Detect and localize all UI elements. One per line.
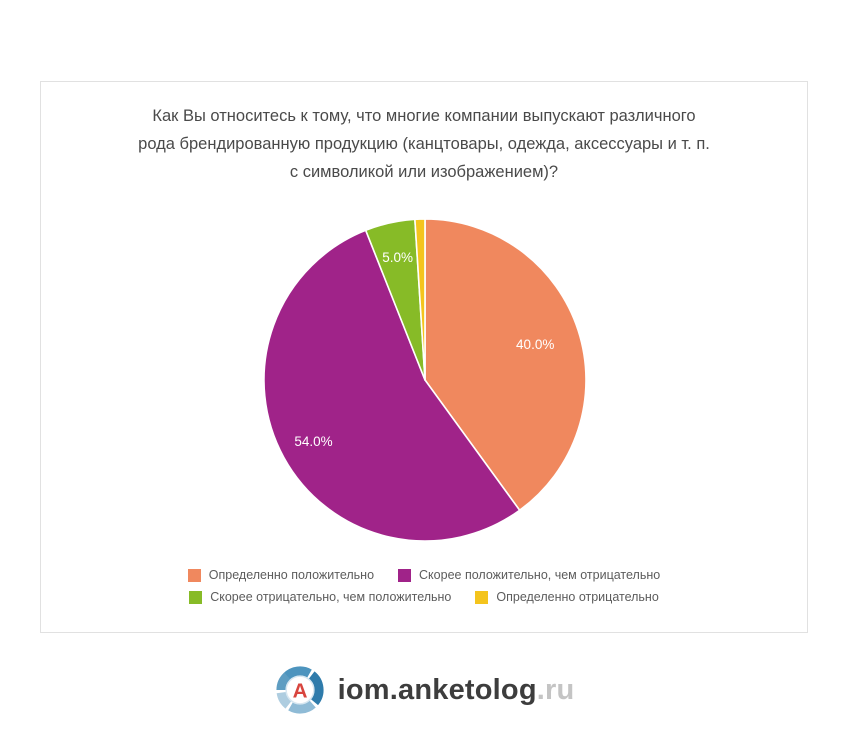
- chart-title: Как Вы относитесь к тому, что многие ком…: [69, 102, 779, 186]
- pie-slice-3: [414, 218, 426, 381]
- pie-slice-1: [263, 229, 521, 542]
- legend-item-1: Скорее положительно, чем отрицательно: [398, 568, 660, 582]
- pie-slice-0: [424, 218, 587, 512]
- chart-title-line: с символикой или изображением)?: [289, 163, 559, 181]
- brand-footer: A iom.anketolog.ru: [0, 664, 848, 716]
- anketolog-logo-link[interactable]: A iom.anketolog.ru: [274, 664, 575, 716]
- legend-color-swatch: [189, 590, 203, 604]
- chart-card: Как Вы относитесь к тому, что многие ком…: [40, 81, 808, 633]
- logo-text-main: iom.anketolog: [337, 673, 537, 706]
- chart-title-line: рода брендированную продукцию (канцтовар…: [138, 135, 710, 153]
- legend-label: Определенно отрицательно: [496, 590, 659, 604]
- pie-slice-label-0: 40.0%: [516, 337, 554, 352]
- logo-text-suffix: .ru: [536, 673, 575, 706]
- logo-wordmark: iom.anketolog.ru: [338, 674, 575, 707]
- legend-item-2: Скорее отрицательно, чем положительно: [189, 590, 451, 604]
- legend-label: Скорее отрицательно, чем положительно: [210, 590, 452, 604]
- legend-color-swatch: [187, 568, 201, 582]
- legend-label: Скорее положительно, чем отрицательно: [419, 568, 661, 582]
- legend-color-swatch: [398, 568, 412, 582]
- legend-label: Определенно положительно: [208, 568, 375, 582]
- pie-slice-label-1: 54.0%: [294, 434, 332, 449]
- legend-color-swatch: [475, 590, 489, 604]
- chart-title-line: Как Вы относитесь к тому, что многие ком…: [152, 107, 696, 125]
- legend-item-3: Определенно отрицательно: [475, 590, 659, 604]
- anketolog-logo-icon: A: [276, 666, 324, 714]
- legend-row: Определенно положительно Скорее положител…: [187, 568, 660, 582]
- logo-letter: A: [292, 679, 307, 702]
- chart-legend: Определенно положительно Скорее положител…: [41, 568, 807, 604]
- legend-item-0: Определенно положительно: [187, 568, 375, 582]
- pie-chart: 40.0% 54.0% 5.0%: [263, 218, 587, 542]
- legend-row: Скорее отрицательно, чем положительно Опр…: [189, 590, 659, 604]
- pie-slice-label-2: 5.0%: [382, 250, 413, 265]
